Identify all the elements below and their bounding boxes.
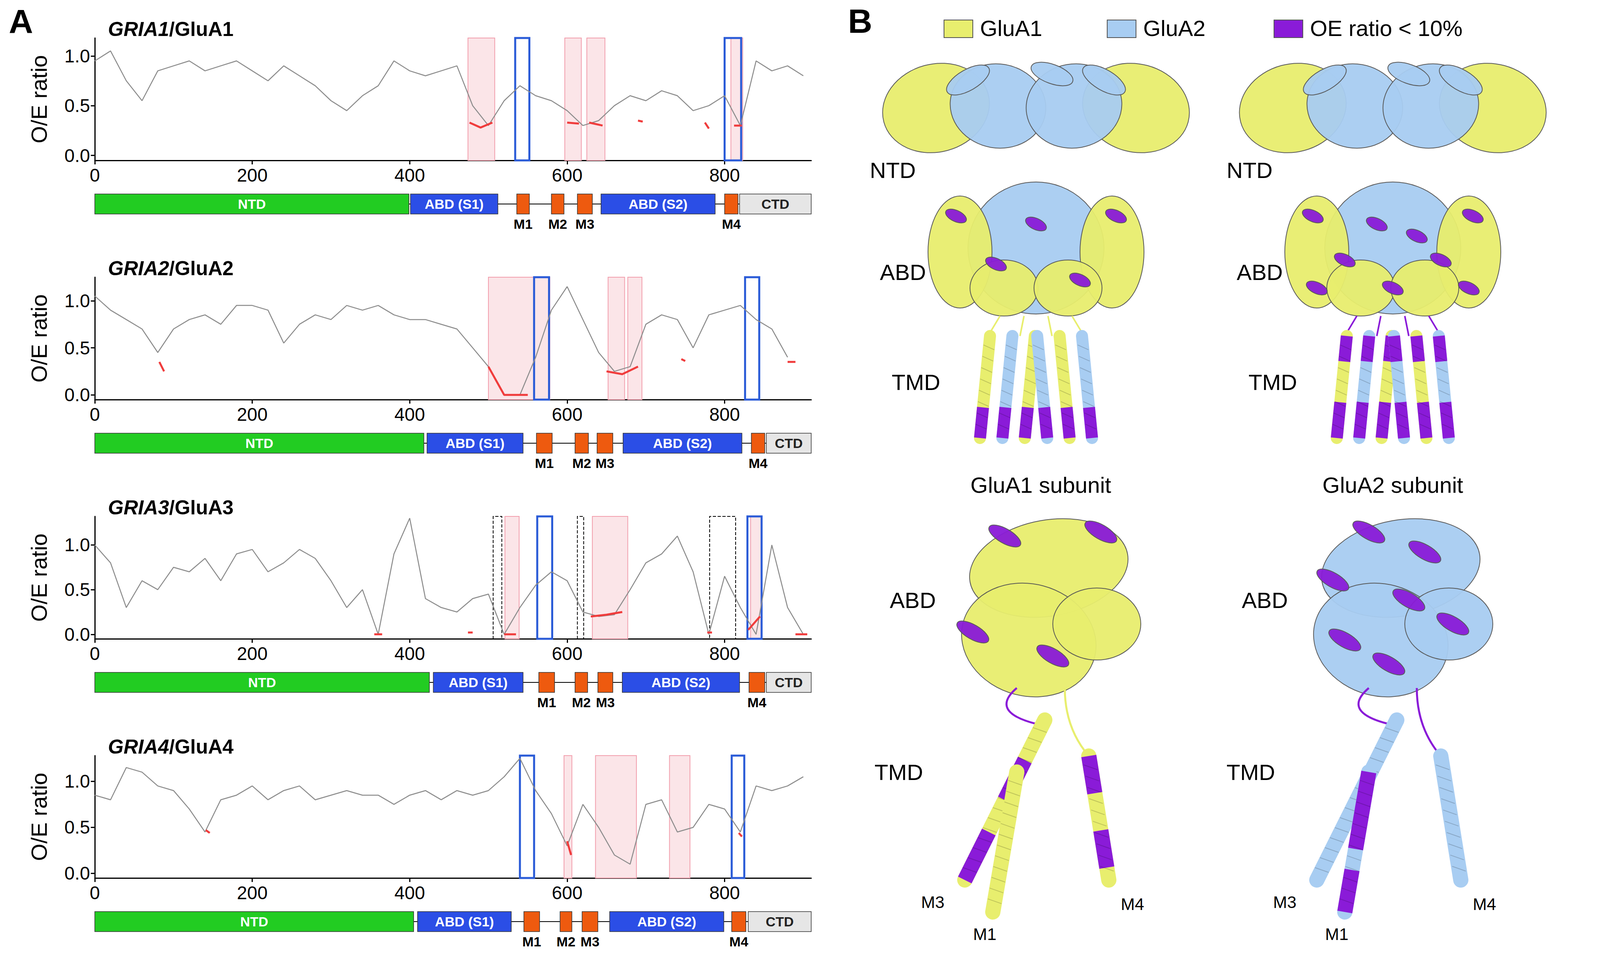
svg-text:M3: M3 [1273, 892, 1297, 912]
svg-text:ABD: ABD [880, 259, 926, 285]
svg-text:800: 800 [709, 643, 740, 664]
svg-text:ABD (S2): ABD (S2) [653, 435, 712, 451]
svg-text:M4: M4 [747, 694, 767, 710]
svg-text:200: 200 [236, 882, 268, 904]
svg-text:0.5: 0.5 [64, 816, 90, 838]
svg-text:0: 0 [89, 164, 100, 186]
svg-text:600: 600 [552, 404, 583, 425]
svg-text:M3: M3 [596, 694, 615, 710]
svg-text:400: 400 [394, 404, 426, 425]
svg-text:OE ratio < 10%: OE ratio < 10% [1310, 15, 1463, 41]
svg-text:M2: M2 [548, 216, 568, 232]
svg-text:M2: M2 [572, 694, 591, 710]
svg-text:1.0: 1.0 [64, 290, 90, 312]
svg-text:/GluA1: /GluA1 [169, 18, 234, 41]
svg-text:GluA2 subunit: GluA2 subunit [1322, 472, 1464, 498]
svg-text:M1: M1 [1325, 924, 1349, 944]
svg-text:M1: M1 [513, 216, 533, 232]
svg-text:M1: M1 [522, 934, 542, 950]
svg-text:CTD: CTD [761, 196, 790, 212]
svg-text:ABD (S1): ABD (S1) [445, 435, 505, 451]
svg-text:800: 800 [709, 404, 740, 425]
svg-text:ABD (S1): ABD (S1) [448, 674, 508, 690]
svg-text:400: 400 [394, 643, 426, 664]
svg-text:NTD: NTD [1226, 157, 1273, 183]
svg-text:0: 0 [89, 882, 100, 904]
svg-text:M2: M2 [572, 455, 592, 471]
svg-text:GRIA3: GRIA3 [108, 496, 170, 519]
svg-text:M4: M4 [1120, 894, 1144, 914]
svg-text:NTD: NTD [869, 157, 916, 183]
svg-text:M3: M3 [575, 216, 595, 232]
svg-text:O/E ratio: O/E ratio [26, 294, 52, 383]
svg-text:M4: M4 [722, 216, 741, 232]
svg-text:ABD (S2): ABD (S2) [628, 196, 688, 212]
svg-text:1.0: 1.0 [64, 770, 90, 792]
svg-text:GRIA4: GRIA4 [108, 735, 170, 758]
svg-text:0: 0 [89, 643, 100, 664]
svg-text:M1: M1 [534, 455, 554, 471]
svg-text:ABD (S1): ABD (S1) [434, 914, 494, 930]
svg-text:GRIA2: GRIA2 [108, 257, 170, 280]
svg-text:A: A [8, 2, 34, 41]
svg-text:ABD (S2): ABD (S2) [651, 674, 711, 690]
svg-text:600: 600 [552, 882, 583, 904]
svg-text:M4: M4 [1472, 894, 1496, 914]
svg-text:M3: M3 [921, 892, 945, 912]
svg-text:0.5: 0.5 [64, 95, 90, 116]
svg-text:O/E ratio: O/E ratio [26, 55, 52, 144]
svg-text:1.0: 1.0 [64, 45, 90, 67]
svg-text:ABD: ABD [889, 587, 936, 613]
svg-text:O/E ratio: O/E ratio [26, 533, 52, 622]
svg-text:200: 200 [236, 643, 268, 664]
svg-text:M2: M2 [556, 934, 576, 950]
svg-text:ABD: ABD [1241, 587, 1288, 613]
svg-text:GluA2: GluA2 [1143, 15, 1206, 41]
svg-text:ABD (S1): ABD (S1) [424, 196, 484, 212]
svg-text:TMD: TMD [1248, 369, 1297, 395]
svg-text:200: 200 [236, 164, 268, 186]
svg-text:CTD: CTD [774, 674, 803, 690]
svg-text:600: 600 [552, 164, 583, 186]
svg-text:GluA1 subunit: GluA1 subunit [970, 472, 1112, 498]
svg-text:M1: M1 [973, 924, 997, 944]
svg-text:CTD: CTD [774, 435, 803, 451]
svg-text:M4: M4 [729, 934, 748, 950]
svg-text:M3: M3 [580, 934, 600, 950]
svg-text:600: 600 [552, 643, 583, 664]
svg-text:ABD (S2): ABD (S2) [637, 914, 696, 930]
svg-text:0.0: 0.0 [64, 624, 90, 645]
svg-text:TMD: TMD [891, 369, 940, 395]
svg-text:0.5: 0.5 [64, 579, 90, 600]
svg-text:CTD: CTD [765, 914, 794, 930]
svg-text:/GluA2: /GluA2 [169, 257, 234, 280]
svg-text:0: 0 [89, 404, 100, 425]
svg-text:B: B [848, 2, 873, 40]
svg-text:0.0: 0.0 [64, 384, 90, 406]
svg-text:ABD: ABD [1236, 259, 1283, 285]
svg-text:0.0: 0.0 [64, 862, 90, 884]
svg-text:/GluA4: /GluA4 [169, 735, 234, 758]
svg-text:NTD: NTD [248, 674, 276, 690]
svg-text:O/E ratio: O/E ratio [26, 772, 52, 862]
svg-text:GluA1: GluA1 [980, 15, 1043, 41]
svg-text:TMD: TMD [1226, 759, 1275, 785]
svg-text:800: 800 [709, 882, 740, 904]
svg-text:M3: M3 [595, 455, 615, 471]
svg-text:NTD: NTD [240, 914, 269, 930]
svg-text:GRIA1: GRIA1 [108, 18, 170, 41]
svg-text:400: 400 [394, 164, 426, 186]
svg-text:1.0: 1.0 [64, 534, 90, 556]
svg-text:0.5: 0.5 [64, 337, 90, 359]
svg-text:TMD: TMD [874, 759, 923, 785]
svg-text:400: 400 [394, 882, 426, 904]
svg-text:200: 200 [236, 404, 268, 425]
svg-text:0.0: 0.0 [64, 145, 90, 166]
svg-text:M1: M1 [537, 694, 556, 710]
svg-text:M4: M4 [748, 455, 768, 471]
svg-text:800: 800 [709, 164, 740, 186]
svg-text:/GluA3: /GluA3 [169, 496, 234, 519]
svg-text:NTD: NTD [245, 435, 274, 451]
svg-text:NTD: NTD [238, 196, 266, 212]
